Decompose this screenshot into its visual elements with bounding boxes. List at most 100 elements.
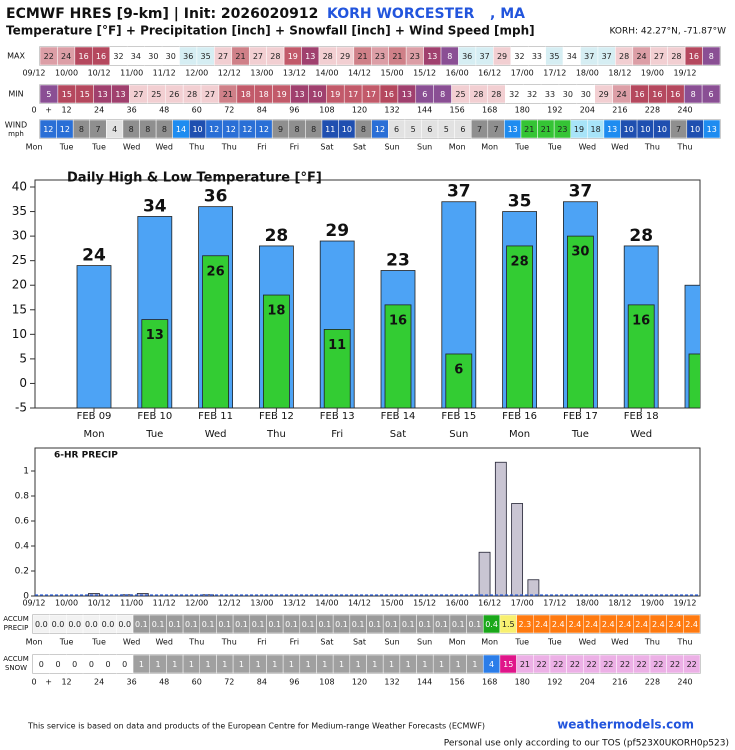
time-label: 13/12 [283,69,306,78]
high-label: 34 [143,196,167,216]
strip-value: 28 [323,52,333,61]
day-label: Sun [417,143,432,152]
strip-value: 8 [295,125,300,134]
strip-value: 19 [330,90,340,99]
weekday-label: Wed [205,429,227,440]
strip-value: 17 [366,90,376,99]
weekday-label: Thu [266,429,286,440]
strip-value: 16 [634,90,644,99]
strip-label: MAX [7,52,25,61]
strip-value: 22 [570,660,580,669]
strip-value: 29 [340,52,350,61]
strip-value: 36 [462,52,472,61]
strip-value: 1 [456,660,461,669]
strip-value: 16 [96,52,106,61]
strip-value: 27 [218,52,228,61]
strip-value: 22 [670,660,680,669]
time-label: 18/00 [576,69,599,78]
strip-value: 12 [60,125,70,134]
time-label: 10/00 [55,599,78,608]
hour-label: 48 [159,678,169,687]
time-label: 11/12 [153,599,176,608]
strip-value: 1 [439,660,444,669]
footer-note: This service is based on data and produc… [27,722,485,731]
strip-value: 18 [591,125,601,134]
strip-label: ACCUM [3,655,29,663]
strip-value: 22 [603,660,613,669]
low-bar [202,255,230,408]
precip-bar [527,579,540,597]
strip-value: 0 [89,660,94,669]
strip-value: 1 [239,660,244,669]
weekday-label: Mon [509,429,530,440]
strip-value: 1 [372,660,377,669]
strip-value: 27 [205,90,215,99]
day-label: Fri [257,143,267,152]
weekday-label: Wed [630,429,652,440]
strip-value: 8 [145,125,150,134]
strip-value: 1 [306,660,311,669]
strip-value: 15 [62,90,72,99]
hour-label: 228 [645,106,660,115]
day-label: Wed [155,143,172,152]
time-label: 14/12 [348,599,371,608]
low-label: 6 [454,362,463,377]
day-label: Thu [644,638,660,647]
time-label: 17/00 [511,69,534,78]
strip-value: 0.1 [469,620,482,629]
strip-value: 10 [657,125,667,134]
strip-value: 12 [209,125,219,134]
strip-value: 10 [342,125,352,134]
strip-value: 13 [508,125,518,134]
day-label: Sat [320,143,333,152]
low-bar [688,353,700,408]
strip-value: 33 [545,90,555,99]
hour-label: 216 [612,106,627,115]
strip-value: 11 [325,125,335,134]
strip-value: 10 [312,90,322,99]
strip-value: 8 [691,90,696,99]
y-tick-label: -5 [15,401,27,415]
hour-label: 84 [257,106,267,115]
now-marker: + [45,678,52,687]
strip-value: 29 [497,52,507,61]
day-label: Sun [417,638,432,647]
strip-value: 0 [105,660,110,669]
time-label: 18/12 [608,69,631,78]
hour-label: 144 [417,678,432,687]
strip-value: 37 [480,52,490,61]
strip-value: 0.1 [152,620,165,629]
y-tick-label: 0 [23,592,29,602]
strip-value: 21 [235,52,245,61]
time-label: 10/12 [88,599,111,608]
weekday-label: Tue [571,429,589,440]
strip-value: 16 [384,90,394,99]
precip-bar [478,551,491,597]
time-label: 15/12 [413,69,436,78]
weekday-label: Tue [145,429,163,440]
strip-value: 28 [473,90,483,99]
low-label: 26 [207,264,225,279]
strip-value: 23 [557,125,567,134]
precip-bar [88,593,100,597]
y-tick-label: 15 [12,302,27,316]
time-label: 16/00 [446,69,469,78]
hour-label: 156 [450,678,465,687]
high-label: 28 [265,226,289,246]
low-bar [506,245,534,408]
strip-value: 5 [444,125,449,134]
low-bar [384,304,412,408]
strip-value: 30 [563,90,573,99]
hour-label: 132 [384,106,399,115]
strip-value: 1 [189,660,194,669]
strip-value: 2.3 [519,620,532,629]
strip-value: 16 [689,52,699,61]
time-label: 10/12 [88,69,111,78]
strip-value: 1 [339,660,344,669]
high-label: 29 [325,221,349,241]
day-label: Mon [26,143,43,152]
day-label: Thu [188,143,204,152]
strip-value: 24 [616,90,626,99]
strip-value: 13 [98,90,108,99]
low-bar [445,353,473,408]
